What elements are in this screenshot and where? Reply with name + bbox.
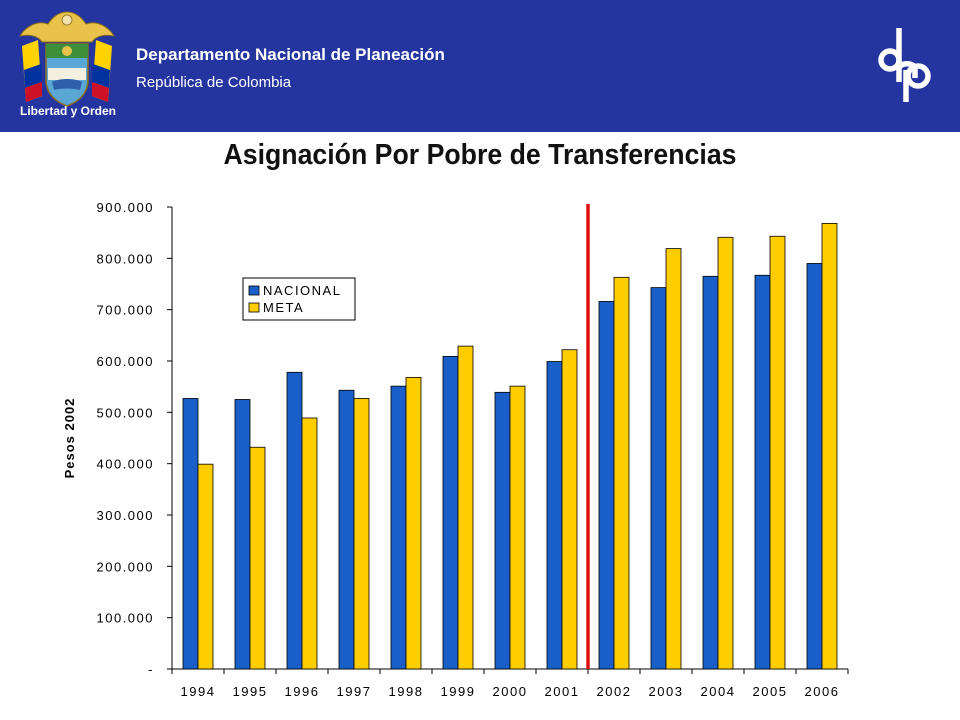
y-tick-label: 700.000 — [97, 303, 155, 318]
legend-swatch-nacional — [248, 285, 260, 296]
y-tick-label: 500.000 — [97, 405, 155, 420]
x-tick-label: 2000 — [493, 684, 528, 699]
bar-meta-2000 — [509, 385, 526, 670]
bar-nacional-1997 — [338, 389, 355, 670]
chart-title: Asignación Por Pobre de Transferencias — [223, 139, 737, 171]
y-tick-label: 600.000 — [97, 354, 155, 369]
x-tick-label: 2005 — [753, 684, 788, 699]
header-banner: Libertad y Orden Departamento Nacional d… — [0, 0, 960, 132]
x-tick-label: 2001 — [545, 684, 580, 699]
x-tick-label: 1997 — [337, 684, 372, 699]
y-tick-label: 400.000 — [97, 457, 155, 472]
bar-nacional-1995 — [234, 399, 251, 670]
y-tick-label: 300.000 — [97, 508, 155, 523]
bar-meta-1999 — [457, 345, 474, 670]
legend-label-nacional: NACIONAL — [263, 283, 341, 298]
y-tick-label: 100.000 — [97, 611, 155, 626]
bar-meta-2005 — [769, 235, 786, 670]
bar-meta-1998 — [405, 377, 422, 670]
bar-meta-1995 — [249, 446, 266, 670]
organization-subtitle: República de Colombia — [136, 74, 292, 91]
dnp-logo-icon: dnp — [878, 28, 931, 102]
bar-nacional-1996 — [286, 371, 303, 670]
x-tick-label: 2006 — [805, 684, 840, 699]
x-tick-label: 1994 — [181, 684, 216, 699]
x-tick-label: 2003 — [649, 684, 684, 699]
bar-nacional-2000 — [494, 391, 511, 670]
y-tick-label: 900.000 — [97, 200, 155, 215]
x-tick-label: 1995 — [233, 684, 268, 699]
bar-meta-1997 — [353, 398, 370, 670]
legend-label-meta: META — [263, 300, 304, 315]
bar-nacional-2001 — [546, 361, 563, 670]
colombia-coat-of-arms-icon — [18, 11, 116, 107]
y-tick-label: 800.000 — [97, 251, 155, 266]
legend-box — [242, 277, 356, 321]
organization-name: Departamento Nacional de Planeación — [136, 45, 445, 64]
bar-nacional-2002 — [598, 301, 615, 670]
bar-meta-2002 — [613, 276, 630, 670]
y-axis-title: Pesos 2002 — [62, 398, 77, 479]
bar-meta-1994 — [197, 463, 214, 670]
y-tick-label: 200.000 — [97, 559, 155, 574]
legend-swatch-meta — [248, 302, 260, 313]
bar-nacional-1994 — [182, 398, 199, 670]
bar-nacional-2004 — [702, 275, 719, 670]
x-tick-label: 1999 — [441, 684, 476, 699]
bar-nacional-1998 — [390, 385, 407, 670]
x-tick-label: 1996 — [285, 684, 320, 699]
bar-nacional-2003 — [650, 287, 667, 670]
y-tick-label: - — [148, 662, 154, 677]
bar-meta-2004 — [717, 236, 734, 670]
bar-meta-1996 — [301, 417, 318, 670]
bar-meta-2006 — [821, 223, 838, 670]
crest-motto: Libertad y Orden — [19, 104, 117, 118]
x-tick-label: 2002 — [597, 684, 632, 699]
bar-meta-2001 — [561, 349, 578, 670]
x-tick-label: 2004 — [701, 684, 736, 699]
bar-nacional-1999 — [442, 355, 459, 670]
bar-meta-2003 — [665, 248, 682, 670]
bar-nacional-2006 — [806, 263, 823, 670]
x-tick-label: 1998 — [389, 684, 424, 699]
bar-nacional-2005 — [754, 274, 771, 670]
